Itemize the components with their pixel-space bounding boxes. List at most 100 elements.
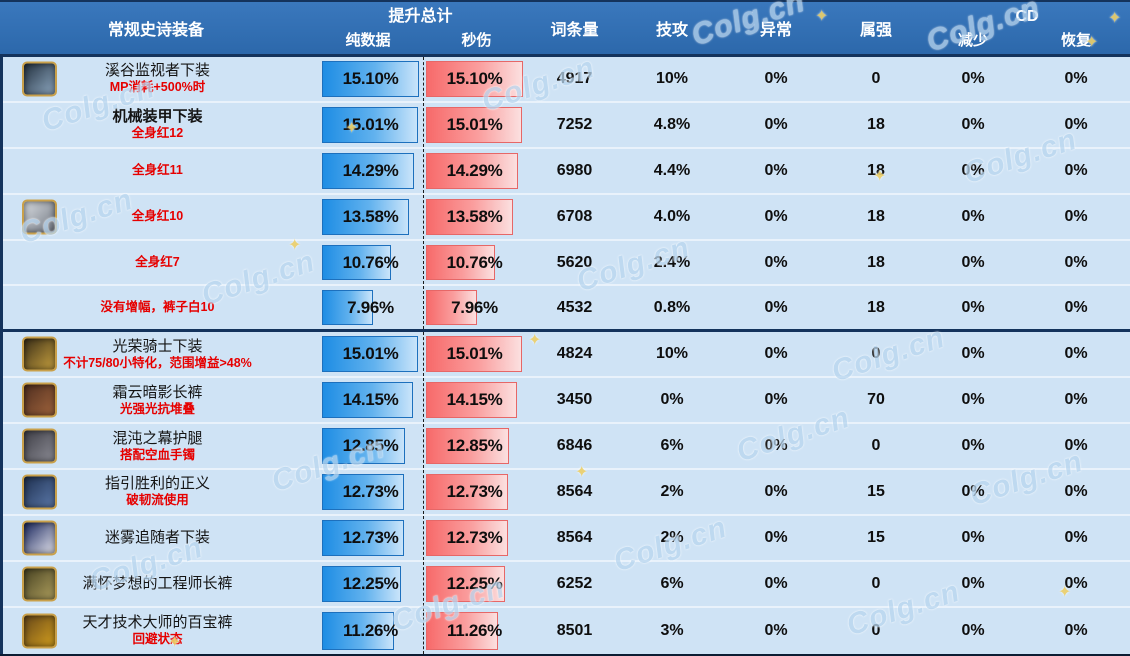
pure-data-bar xyxy=(322,244,392,281)
dps-value: 15.10% xyxy=(446,68,503,88)
pure-data-value: 15.10% xyxy=(342,68,399,88)
pure-data-bar xyxy=(322,106,419,143)
pure-data-cell: 10.76% xyxy=(312,240,424,285)
entries-value: 7252 xyxy=(556,115,593,133)
entries-value: 8564 xyxy=(556,528,593,546)
cd-recover-value: 0% xyxy=(1064,298,1088,316)
pure-data-value: 11.26% xyxy=(343,620,398,640)
equip-note: 全身红10 xyxy=(131,209,184,224)
genius-tech-master-pants-icon xyxy=(22,613,57,649)
pure-data-bar xyxy=(322,290,374,326)
cd-reduce-value: 0% xyxy=(961,621,985,639)
chaos-curtain-legguard-icon xyxy=(22,428,57,464)
dps-cell: 11.26% xyxy=(424,608,529,654)
abnormal-value: 0% xyxy=(764,253,788,271)
pure-data-cell: 12.25% xyxy=(312,561,424,606)
header-skill-attack: 技攻 xyxy=(655,22,688,39)
cd-reduce-value: 0% xyxy=(961,391,985,409)
dps-bar xyxy=(426,61,523,97)
entries-value: 4824 xyxy=(556,345,593,363)
equip-name: 指引胜利的正义 xyxy=(104,475,210,493)
dps-bar xyxy=(426,565,505,602)
dps-cell: 15.01% xyxy=(424,332,529,376)
dps-cell: 12.73% xyxy=(424,470,529,514)
dps-cell: 15.01% xyxy=(424,103,529,147)
elemental-value: 18 xyxy=(867,298,885,316)
header-pure-data: 纯数据 xyxy=(345,32,391,49)
dps-bar xyxy=(426,106,523,143)
pure-data-value: 14.29% xyxy=(342,160,399,180)
dps-value: 12.85% xyxy=(446,436,503,456)
equip-cell: 迷雾追随者下装 xyxy=(3,516,312,560)
abnormal-value: 0% xyxy=(764,528,788,546)
equip-cell: 指引胜利的正义 破韧流使用 xyxy=(3,470,312,514)
mist-follower-pants-icon xyxy=(22,520,57,556)
dps-value: 12.73% xyxy=(446,481,503,501)
equip-cell: 光荣骑士下装 不计75/80小特化，范围增益>48% xyxy=(3,332,312,376)
dps-value: 14.15% xyxy=(446,390,503,410)
dps-bar xyxy=(426,382,517,419)
dps-cell: 13.58% xyxy=(424,195,529,239)
elemental-value: 0 xyxy=(871,69,881,87)
entries-value: 6708 xyxy=(556,207,593,225)
header-cd-title: CD xyxy=(1015,8,1039,25)
elemental-value: 18 xyxy=(867,207,885,225)
equip-note: 全身红11 xyxy=(132,163,183,178)
table-row: 全身红10 13.58% 13.58% 6708 4.0% 0% 18 0% 0… xyxy=(3,194,1130,241)
cd-reduce-value: 0% xyxy=(961,437,985,455)
abnormal-value: 0% xyxy=(764,69,788,87)
cd-recover-value: 0% xyxy=(1064,621,1088,639)
pure-data-cell: 15.01% xyxy=(312,102,424,147)
dps-cell: 12.73% xyxy=(424,516,529,560)
equip-note: 没有增幅，裤子白10 xyxy=(100,300,215,315)
elemental-value: 70 xyxy=(867,391,885,409)
table-row: 全身红7 10.76% 10.76% 5620 2.4% 0% 18 0% 0% xyxy=(3,240,1130,287)
equip-cell: 天才技术大师的百宝裤 回避状态 xyxy=(3,608,312,654)
cd-recover-value: 0% xyxy=(1064,253,1088,271)
dps-bar xyxy=(426,428,509,465)
elemental-value: 0 xyxy=(871,437,881,455)
cd-reduce-value: 0% xyxy=(961,161,985,179)
dps-bar xyxy=(426,519,508,556)
header-abnormal: 异常 xyxy=(759,22,792,39)
equip-cell: 全身红10 xyxy=(3,195,312,239)
pure-data-cell: 7.96% xyxy=(312,286,424,330)
abnormal-value: 0% xyxy=(764,345,788,363)
equip-name: 光荣骑士下装 xyxy=(112,337,203,355)
dps-bar xyxy=(426,474,508,510)
cd-reduce-value: 0% xyxy=(961,482,985,500)
equip-cell: 全身红11 xyxy=(3,149,312,193)
pure-data-cell: 15.01% xyxy=(312,332,424,377)
cd-recover-value: 0% xyxy=(1064,345,1088,363)
equip-cell: 全身红7 xyxy=(3,241,312,285)
cd-reduce-value: 0% xyxy=(961,115,985,133)
entries-value: 6252 xyxy=(556,574,593,592)
equip-cell: 没有增幅，裤子白10 xyxy=(3,286,312,329)
pure-data-bar xyxy=(322,428,405,465)
table-row: 指引胜利的正义 破韧流使用 12.73% 12.73% 8564 2% 0% 1… xyxy=(3,470,1130,516)
table-row: 混沌之幕护腿 搭配空血手镯 12.85% 12.85% 6846 6% 0% 0… xyxy=(3,424,1130,471)
pure-data-cell: 12.85% xyxy=(312,424,424,469)
entries-value: 4917 xyxy=(556,69,593,87)
dps-cell: 10.76% xyxy=(424,241,529,285)
header-cd-recover: 恢复 xyxy=(1060,32,1091,49)
pure-data-bar xyxy=(322,61,419,97)
equip-name: 天才技术大师的百宝裤 xyxy=(82,614,233,632)
equip-cell: 满怀梦想的工程师长裤 xyxy=(3,562,312,606)
entries-value: 4532 xyxy=(556,298,593,316)
dps-value: 10.76% xyxy=(446,252,503,272)
dps-cell: 7.96% xyxy=(424,286,529,329)
dps-cell: 14.29% xyxy=(424,149,529,193)
skill-attack-value: 10% xyxy=(655,345,689,363)
skill-attack-value: 2% xyxy=(660,482,684,500)
table-row: 机械装甲下装 全身红12 15.01% 15.01% 7252 4.8% 0% … xyxy=(3,102,1130,149)
dps-value: 14.29% xyxy=(446,160,503,180)
equip-name: 混沌之幕护腿 xyxy=(112,429,203,447)
header-equip: 常规史诗装备 xyxy=(107,22,204,39)
header-entries: 词条量 xyxy=(550,22,599,39)
pure-data-bar xyxy=(322,474,404,510)
skill-attack-value: 6% xyxy=(660,574,684,592)
pure-data-value: 13.58% xyxy=(342,206,399,226)
dps-value: 12.25% xyxy=(446,573,503,593)
